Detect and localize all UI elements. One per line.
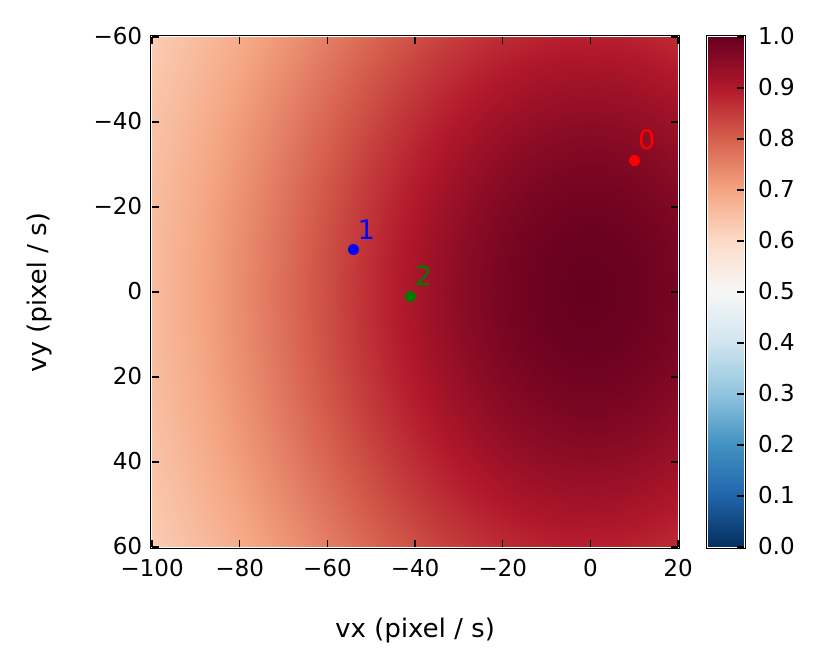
y-tick-mark (671, 461, 678, 463)
x-tick-mark (589, 37, 592, 44)
colorbar-tick-label: 0.8 (758, 126, 795, 152)
y-tick-mark (152, 206, 159, 208)
y-tick-mark (671, 291, 678, 293)
colorbar-tick-label: 0.1 (758, 483, 795, 509)
y-tick-mark (671, 546, 678, 548)
point-marker-0 (628, 154, 640, 166)
x-tick-mark (589, 540, 592, 547)
y-tick-mark (152, 121, 159, 123)
y-tick-mark (671, 121, 678, 123)
x-tick-mark (414, 540, 416, 547)
x-tick-mark (151, 37, 153, 44)
x-axis-label: vx (pixel / s) (335, 614, 495, 644)
y-tick-label: 20 (112, 364, 142, 390)
colorbar-tick-label: 0.2 (758, 432, 795, 458)
x-tick-mark (238, 540, 241, 547)
x-tick-mark (677, 37, 679, 44)
colorbar-tick-label: 0.6 (758, 228, 795, 254)
x-tick-label: −40 (390, 556, 440, 582)
colorbar-tick-mark (737, 444, 744, 446)
y-tick-label: −20 (93, 194, 142, 220)
x-tick-mark (151, 540, 153, 547)
colorbar-tick-label: 1.0 (758, 24, 795, 50)
y-tick-mark (152, 461, 159, 463)
colorbar-tick-mark (737, 546, 744, 548)
x-tick-label: 20 (663, 556, 693, 582)
colorbar-tick-mark (737, 291, 744, 293)
colorbar-tick-mark (737, 495, 744, 497)
x-tick-mark (238, 37, 241, 44)
colorbar-tick-label: 0.7 (758, 177, 795, 203)
colorbar-tick-mark (737, 36, 744, 38)
x-tick-mark (326, 37, 329, 44)
point-marker-2 (405, 290, 417, 302)
y-tick-mark (152, 546, 159, 548)
colorbar-tick-mark (737, 342, 744, 344)
colorbar-tick-mark (737, 240, 744, 242)
colorbar-tick-mark (737, 87, 744, 89)
colorbar-tick-label: 0.5 (758, 279, 795, 305)
y-tick-mark (671, 36, 678, 38)
colorbar-tick-label: 0.0 (758, 534, 795, 560)
y-tick-mark (671, 376, 678, 378)
y-tick-mark (671, 206, 678, 208)
y-tick-mark (152, 376, 159, 378)
colorbar-tick-label: 0.4 (758, 330, 795, 356)
x-tick-label: −20 (478, 556, 527, 582)
x-tick-mark (677, 540, 679, 547)
x-tick-mark (501, 37, 504, 44)
colorbar-tick-label: 0.3 (758, 381, 795, 407)
y-tick-label: 60 (112, 534, 142, 560)
x-tick-mark (414, 37, 416, 44)
x-tick-mark (326, 540, 329, 547)
x-tick-label: −80 (215, 556, 264, 582)
colorbar-tick-mark (737, 393, 744, 395)
y-tick-label: 0 (127, 279, 142, 305)
y-tick-label: −40 (93, 109, 142, 135)
x-tick-mark (501, 540, 504, 547)
x-tick-label: −100 (120, 556, 184, 582)
y-tick-mark (152, 291, 159, 293)
y-axis-label: vy (pixel / s) (23, 212, 53, 372)
y-tick-mark (152, 36, 159, 38)
point-label-2: 2 (414, 261, 432, 293)
point-label-0: 0 (638, 125, 656, 157)
x-tick-label: 0 (583, 556, 598, 582)
plot-area (152, 37, 678, 547)
heatmap-canvas (152, 37, 678, 547)
point-marker-1 (348, 244, 360, 255)
x-tick-label: −60 (303, 556, 352, 582)
colorbar-tick-label: 0.9 (758, 75, 795, 101)
colorbar-tick-mark (737, 189, 744, 191)
point-label-1: 1 (357, 214, 375, 246)
y-tick-label: 40 (112, 449, 142, 475)
colorbar-tick-mark (737, 138, 744, 140)
y-tick-label: −60 (93, 24, 142, 50)
